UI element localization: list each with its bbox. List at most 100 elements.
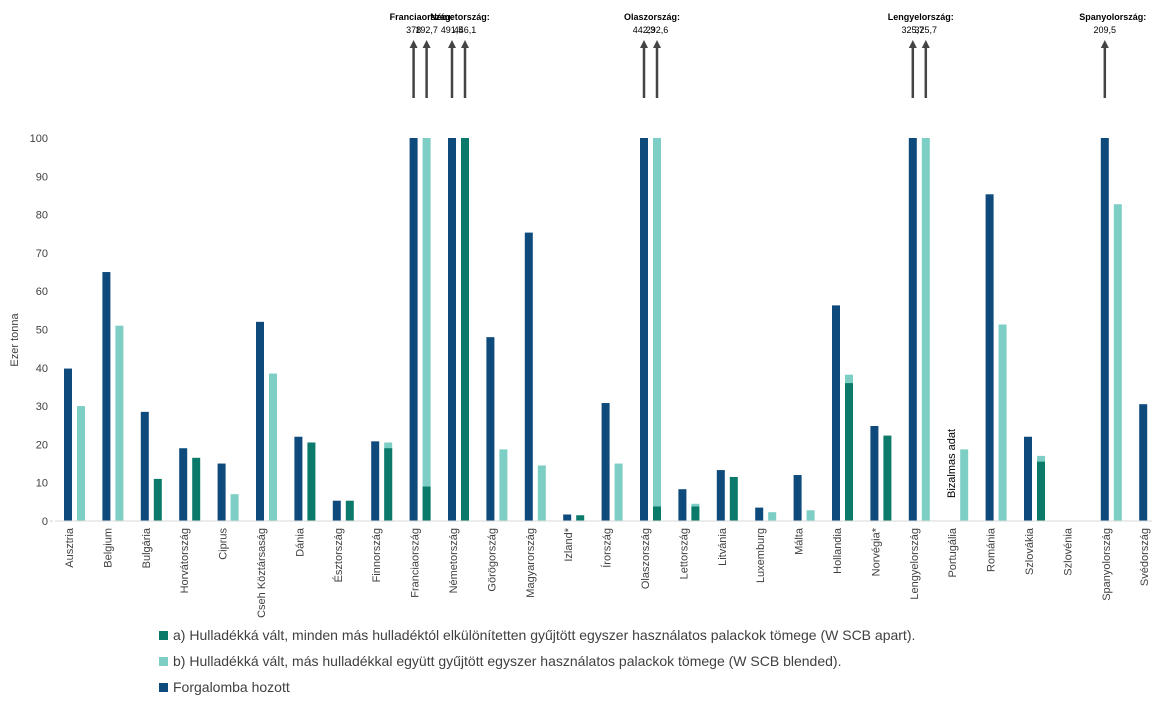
x-tick-label: Görögország bbox=[486, 528, 498, 592]
category-note: Bizalmas adat bbox=[946, 429, 958, 498]
bar bbox=[422, 486, 431, 521]
bar bbox=[64, 368, 72, 521]
x-tick-label: Lengyelország bbox=[909, 528, 921, 600]
bar bbox=[870, 426, 879, 521]
bar bbox=[332, 500, 341, 521]
bar bbox=[524, 232, 533, 521]
callout-title: Franciaország: bbox=[390, 12, 454, 22]
callout-title: Olaszország: bbox=[624, 12, 680, 22]
value-label: 209,5 bbox=[1094, 25, 1117, 35]
bar bbox=[461, 138, 469, 521]
x-tick-label: Magyarország bbox=[525, 528, 537, 598]
x-tick-label: Spanyolország bbox=[1101, 528, 1113, 601]
bar bbox=[883, 435, 892, 521]
y-tick-label: 80 bbox=[36, 210, 48, 222]
bar bbox=[230, 494, 239, 521]
callout-title: Spanyolország: bbox=[1079, 12, 1146, 22]
bar bbox=[1037, 461, 1045, 521]
value-label: 442,3 bbox=[633, 25, 656, 35]
bar bbox=[1100, 138, 1109, 521]
bar bbox=[77, 406, 85, 521]
x-tick-label: Románia bbox=[986, 527, 998, 572]
y-tick-label: 40 bbox=[36, 363, 48, 375]
arrow-head bbox=[448, 40, 456, 48]
bar bbox=[640, 138, 648, 521]
x-tick-label: Lettország bbox=[678, 528, 690, 579]
y-tick-label: 100 bbox=[30, 133, 48, 145]
legend-label: Forgalomba hozott bbox=[173, 679, 290, 695]
bar bbox=[729, 476, 738, 521]
bar bbox=[448, 138, 456, 521]
x-tick-label: Bulgária bbox=[141, 527, 153, 568]
x-tick-label: Olaszország bbox=[640, 528, 652, 589]
bar bbox=[499, 449, 508, 521]
bar bbox=[269, 373, 277, 521]
x-tick-label: Németország bbox=[448, 528, 460, 593]
bar bbox=[1113, 204, 1122, 521]
bar bbox=[793, 475, 802, 521]
value-label: 325,7 bbox=[915, 25, 938, 35]
arrow-head bbox=[461, 40, 469, 48]
bar bbox=[998, 324, 1007, 521]
x-tick-label: Luxemburg bbox=[755, 528, 767, 583]
bar bbox=[115, 325, 124, 521]
x-tick-label: Ausztria bbox=[64, 527, 76, 568]
bar bbox=[768, 512, 777, 521]
bar bbox=[691, 506, 700, 521]
plot-area bbox=[64, 138, 1148, 522]
bar bbox=[1139, 404, 1148, 521]
x-tick-label: Észtország bbox=[332, 528, 345, 582]
bar bbox=[614, 463, 623, 521]
bar bbox=[140, 411, 149, 521]
bar bbox=[102, 272, 111, 521]
bar bbox=[384, 448, 393, 521]
bar bbox=[217, 463, 226, 521]
y-tick-label: 10 bbox=[36, 478, 48, 490]
bar bbox=[153, 478, 162, 521]
x-tick-label: Málta bbox=[794, 527, 806, 555]
y-tick-label: 70 bbox=[36, 248, 48, 260]
y-tick-label: 0 bbox=[42, 516, 48, 528]
bar bbox=[422, 138, 431, 522]
bar bbox=[985, 194, 994, 521]
arrow-head bbox=[908, 40, 917, 48]
x-tick-label: Szlovénia bbox=[1062, 527, 1074, 576]
x-tick-label: Portugália bbox=[947, 527, 959, 577]
x-tick-label: Szlovákia bbox=[1024, 527, 1036, 575]
bar bbox=[563, 514, 572, 521]
value-label: 192,7 bbox=[415, 25, 438, 35]
value-label: 446,1 bbox=[454, 25, 477, 35]
bar bbox=[192, 457, 201, 521]
y-tick-label: 50 bbox=[36, 325, 48, 337]
legend-label: b) Hulladékká vált, más hulladékkal együ… bbox=[173, 653, 841, 669]
x-tick-label: Írország bbox=[601, 528, 614, 568]
arrow-head bbox=[921, 40, 930, 48]
value-label: 325,7 bbox=[902, 25, 925, 35]
bar bbox=[576, 515, 585, 521]
bar bbox=[409, 138, 418, 521]
legend-swatch bbox=[159, 683, 168, 692]
bar bbox=[345, 500, 354, 521]
bar bbox=[960, 449, 969, 521]
bar bbox=[845, 383, 853, 521]
x-tick-label: Cseh Köztársaság bbox=[256, 528, 268, 618]
x-tick-label: Hollandia bbox=[832, 527, 844, 574]
x-tick-label: Finnország bbox=[371, 528, 383, 582]
bar bbox=[179, 448, 188, 521]
x-tick-label: Dánia bbox=[294, 527, 306, 557]
callout-title: Németország: bbox=[430, 12, 490, 22]
bar bbox=[256, 321, 264, 521]
arrow-head bbox=[422, 40, 431, 48]
value-label: 378 bbox=[406, 25, 421, 35]
bar bbox=[653, 506, 661, 521]
bar bbox=[294, 436, 303, 521]
y-tick-label: 20 bbox=[36, 439, 48, 451]
legend-label: a) Hulladékká vált, minden más hulladékt… bbox=[173, 627, 915, 643]
bar bbox=[832, 305, 840, 521]
x-tick-label: Ciprus bbox=[218, 528, 230, 560]
arrow-head bbox=[1100, 40, 1109, 48]
y-axis-title: Ezer tonna bbox=[9, 313, 21, 367]
bar bbox=[601, 403, 610, 521]
bar bbox=[653, 138, 661, 521]
